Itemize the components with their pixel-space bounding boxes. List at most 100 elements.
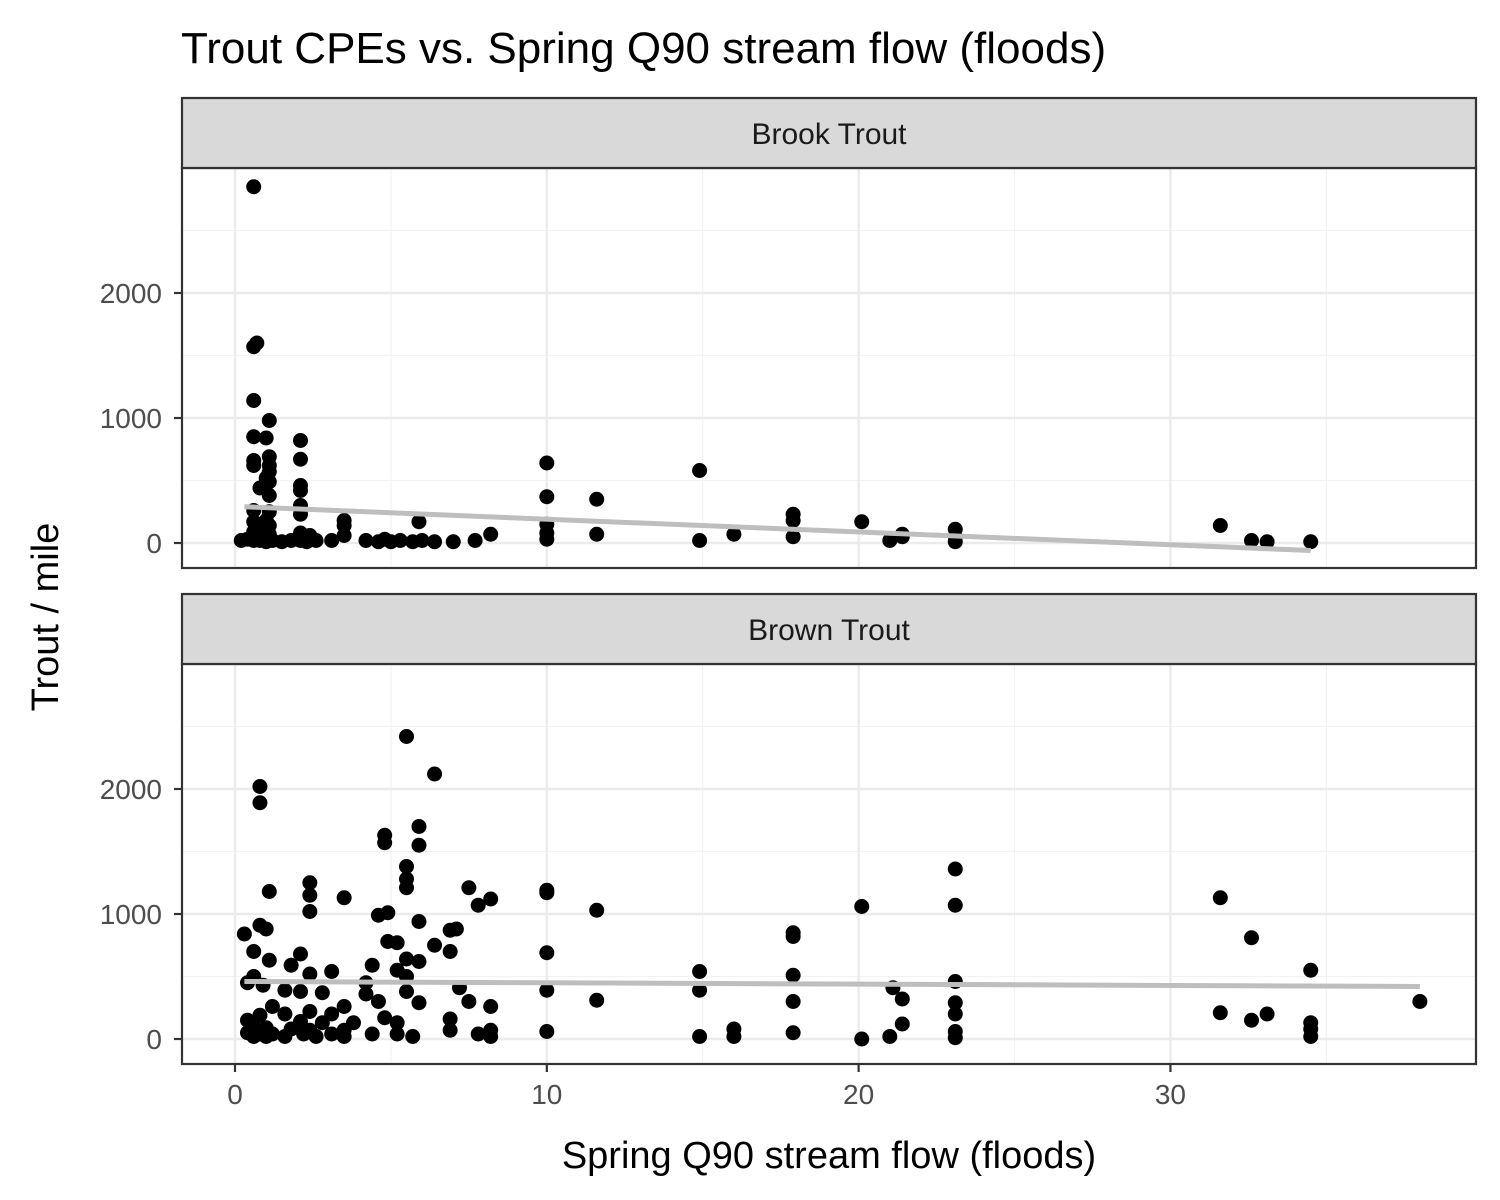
data-point [380, 905, 396, 921]
x-axis: 0 10 20 30 [227, 1064, 1186, 1110]
data-point [785, 967, 801, 983]
data-point [308, 533, 324, 548]
data-point [854, 899, 870, 914]
x-tick-label: 20 [843, 1079, 874, 1110]
data-point [785, 1025, 801, 1041]
data-point [589, 526, 605, 542]
data-point [246, 458, 262, 473]
data-point [894, 1016, 910, 1032]
data-point [1303, 534, 1319, 550]
data-point [445, 534, 461, 550]
data-point [292, 483, 308, 498]
data-point [1259, 1006, 1275, 1022]
data-point [589, 902, 605, 918]
data-point [785, 929, 801, 944]
data-point [314, 1015, 330, 1031]
data-point [461, 880, 477, 896]
data-point [292, 451, 308, 467]
data-point [399, 729, 415, 744]
data-point [389, 1026, 405, 1042]
data-point [261, 884, 277, 899]
data-point [539, 945, 555, 961]
x-tick-label: 10 [531, 1079, 562, 1110]
data-point [1243, 533, 1259, 548]
data-point [292, 984, 308, 999]
data-point [785, 994, 801, 1009]
strip-label: Brook Trout [751, 118, 907, 151]
data-point [1303, 1029, 1319, 1044]
data-point [470, 1026, 486, 1042]
data-point [277, 982, 293, 998]
data-point [399, 859, 415, 874]
data-point [483, 1029, 499, 1044]
data-point [308, 1029, 324, 1044]
data-point [539, 982, 555, 998]
data-point [947, 1030, 963, 1046]
data-point [414, 533, 430, 548]
data-point [377, 835, 393, 851]
data-point [1303, 962, 1319, 978]
data-point [1243, 1012, 1259, 1028]
data-point [292, 433, 308, 448]
y-tick-label: 1000 [100, 403, 162, 434]
strip-background [180, 592, 1478, 666]
data-point [252, 1007, 268, 1023]
data-point [236, 926, 252, 942]
data-point [314, 985, 330, 1001]
data-point [399, 984, 415, 999]
strip-label: Brown Trout [748, 614, 910, 647]
data-point [1212, 890, 1228, 906]
y-axis-title: Trout / mile [25, 523, 67, 712]
data-point [302, 1004, 318, 1019]
data-point [785, 513, 801, 528]
data-point [252, 795, 268, 811]
data-point [258, 1029, 274, 1044]
x-axis-title: Spring Q90 stream flow (floods) [562, 1135, 1096, 1177]
data-point [539, 489, 555, 505]
data-point [358, 986, 374, 1002]
data-point [1243, 930, 1259, 946]
y-tick-label: 1000 [100, 899, 162, 930]
trend-line [244, 504, 1311, 553]
data-point [692, 533, 708, 548]
data-point [302, 966, 318, 982]
data-point [246, 944, 262, 959]
data-point [483, 891, 499, 907]
data-point [389, 1015, 405, 1031]
data-point [283, 957, 299, 973]
data-point [292, 946, 308, 962]
data-point [1212, 1005, 1228, 1021]
panel-background [182, 168, 1476, 568]
data-point [947, 897, 963, 913]
data-point [324, 1026, 340, 1042]
data-point [364, 957, 380, 973]
data-point [589, 992, 605, 1008]
data-point [411, 514, 427, 530]
data-point [1412, 994, 1428, 1009]
data-point [442, 1011, 458, 1027]
data-point [539, 1024, 555, 1039]
data-point [296, 1026, 312, 1042]
data-point [483, 526, 499, 542]
data-point [246, 429, 262, 445]
data-point [246, 393, 262, 408]
data-point [261, 952, 277, 968]
facet-panels: Brook Trout 0 1000 2000 Brown Trout 0 1000 2000 [100, 96, 1478, 1066]
y-tick-label: 2000 [100, 278, 162, 309]
data-point [261, 488, 277, 503]
data-point [252, 779, 268, 794]
data-point [854, 1031, 870, 1047]
data-point [442, 1022, 458, 1038]
data-point [692, 1029, 708, 1044]
data-point [302, 875, 318, 891]
data-point [427, 534, 443, 550]
data-point [692, 463, 708, 478]
points [236, 729, 1428, 1047]
data-point [336, 1029, 352, 1044]
data-point [246, 179, 262, 195]
data-point [692, 982, 708, 998]
data-point [854, 514, 870, 530]
data-point [389, 935, 405, 951]
data-point [246, 339, 262, 355]
data-point [1212, 518, 1228, 533]
